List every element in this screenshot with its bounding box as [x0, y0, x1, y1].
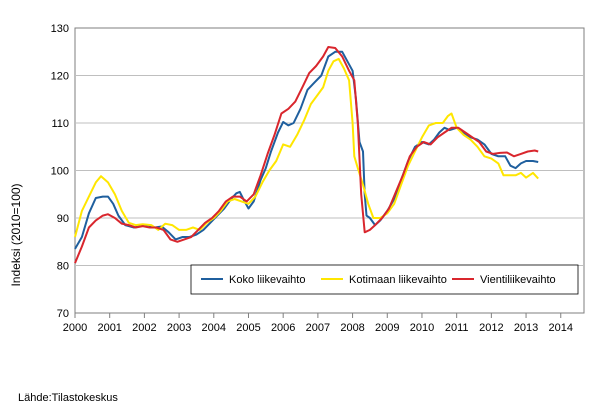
y-tick-label: 80 — [57, 261, 69, 273]
legend-label: Kotimaan liikevaihto — [349, 274, 447, 286]
x-tick-label: 2008 — [340, 322, 364, 334]
series-line-vientiliikevaihto — [74, 46, 539, 264]
legend-label: Koko liikevaihto — [229, 274, 305, 286]
y-tick-label: 110 — [51, 118, 69, 130]
x-tick-label: 2003 — [167, 322, 191, 334]
y-tick-label: 100 — [51, 166, 69, 178]
x-tick-label: 2006 — [271, 322, 295, 334]
x-tick-label: 2002 — [132, 322, 156, 334]
x-tick-label: 2011 — [445, 322, 469, 334]
y-tick-label: 130 — [51, 23, 69, 35]
x-tick-label: 2001 — [97, 322, 121, 334]
legend-label: Vientiliikevaihto — [480, 274, 556, 286]
x-tick-label: 2014 — [549, 322, 573, 334]
x-tick-label: 2007 — [306, 322, 330, 334]
x-tick-label: 2010 — [410, 322, 434, 334]
x-tick-label: 2005 — [236, 322, 260, 334]
legend-box — [190, 264, 579, 295]
legend: Koko liikevaihto Kotimaan liikevaihto Vien… — [190, 264, 579, 295]
source-note: Lähde:Tilastokeskus — [18, 392, 118, 404]
x-tick-label: 2004 — [202, 322, 226, 334]
y-tick-label: 90 — [57, 213, 69, 225]
y-tick-label: 70 — [57, 308, 69, 320]
y-axis-label: Indeksi (2010=100) — [9, 183, 23, 286]
x-tick-label: 2013 — [514, 322, 538, 334]
x-tick-label: 2009 — [375, 322, 399, 334]
y-tick-label: 120 — [51, 71, 69, 83]
x-tick-label: 2012 — [479, 322, 503, 334]
x-tick-label: 2000 — [63, 322, 87, 334]
